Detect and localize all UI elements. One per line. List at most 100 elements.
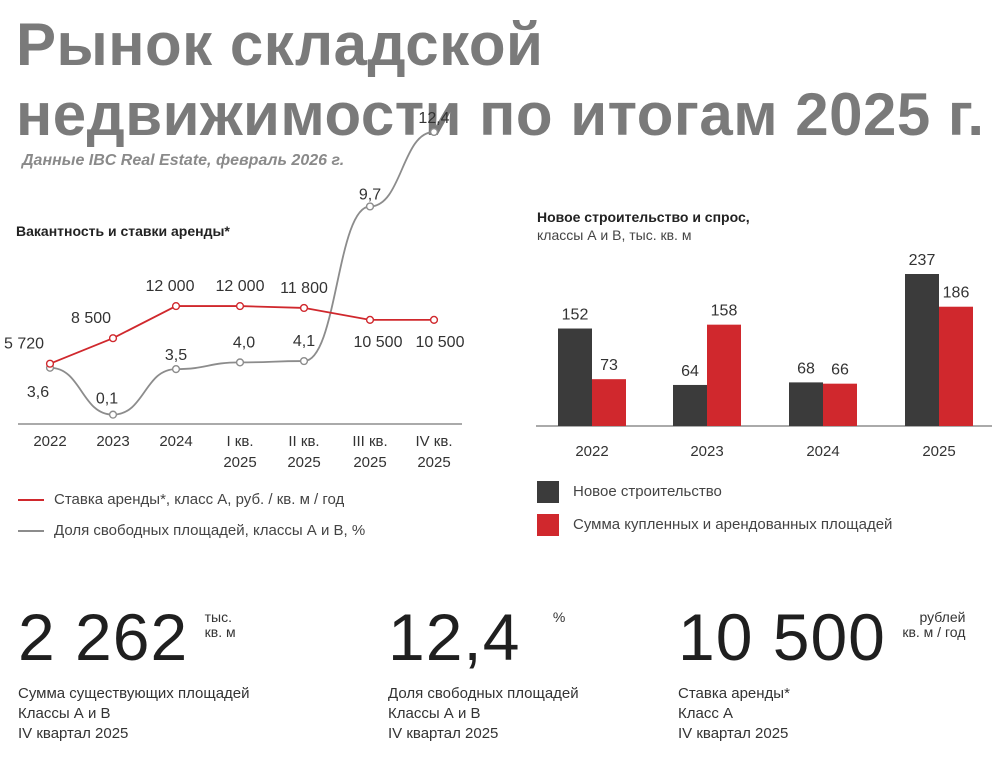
line-chart: 5 720 8 500 12 000 12 000 11 800 10 500 10 500…	[4, 110, 465, 471]
vacancy-point	[235, 358, 245, 367]
bar-chart-subtitle: классы А и В, тыс. кв. м	[537, 227, 692, 243]
kpi-total-area-description: Сумма существующих площадей Классы А и В…	[18, 684, 250, 744]
x-tick-label: 2025	[353, 454, 386, 471]
x-tick-label: 2024	[806, 443, 839, 460]
rent-point	[235, 301, 245, 311]
kpi-desc-line: IV квартал 2025	[678, 725, 789, 742]
legend-swatch-construction	[537, 480, 559, 503]
rent-data-label: 11 800	[280, 280, 328, 297]
bar-chart: 152 73 2022 64 158 2023 68 66 2024 237 186 2025	[536, 252, 992, 460]
kpi-rent-rate-description: Ставка аренды* Класс А IV квартал 2025	[678, 684, 965, 744]
rent-data-label: 10 500	[416, 334, 465, 351]
kpi-unit-line: рублей	[919, 609, 966, 625]
kpi-vacancy-value: 12,4	[388, 600, 521, 674]
x-tick-label: 2024	[159, 433, 192, 450]
page-title: Рынок складской недвижимости по итогам 2…	[16, 10, 985, 150]
rent-data-label: 5 720	[4, 336, 44, 353]
construction-bar	[789, 382, 823, 426]
legend-label-rent: Ставка аренды*, класс А, руб. / кв. м / …	[54, 491, 345, 508]
kpi-total-area-unit: тыс. кв. м	[205, 610, 236, 640]
kpi-unit-line: тыс.	[204, 609, 232, 625]
x-tick-label: I кв.	[226, 433, 253, 450]
demand-bar	[823, 383, 857, 426]
vacancy-point	[108, 410, 118, 419]
kpi-unit-line: кв. м	[204, 624, 236, 640]
demand-value-label: 186	[943, 285, 970, 302]
legend-swatch-demand	[537, 513, 559, 536]
rent-data-label: 12 000	[216, 278, 265, 295]
kpi-vacancy-unit: %	[553, 610, 565, 625]
demand-value-label: 158	[711, 303, 738, 320]
kpi-vacancy-description: Доля свободных площадей Классы А и В IV …	[388, 684, 579, 744]
kpi-desc-line: Класс А	[678, 705, 734, 722]
vacancy-data-label: 9,7	[359, 186, 381, 203]
vacancy-point	[299, 356, 309, 366]
construction-bar	[673, 384, 707, 426]
x-tick-label: 2023	[96, 433, 129, 450]
construction-bar	[905, 274, 939, 426]
kpi-unit-line: %	[552, 609, 566, 625]
x-tick-label: 2025	[417, 454, 450, 471]
bar-chart-legend: Новое строительство Сумма купленных и ар…	[537, 476, 892, 540]
legend-label-vacancy: Доля свободных площадей, классы А и В, %	[54, 522, 366, 539]
kpi-desc-line: Классы А и В	[388, 705, 481, 722]
rent-point	[429, 315, 439, 324]
legend-swatch-rent	[18, 498, 44, 501]
kpi-total-area: 2 262 тыс. кв. м Сумма существующих площ…	[18, 604, 250, 744]
vacancy-point	[429, 127, 439, 137]
demand-bar	[939, 306, 973, 426]
x-tick-label: III кв.	[352, 433, 387, 450]
rent-data-label: 12 000	[146, 278, 195, 295]
construction-value-label: 68	[797, 360, 815, 377]
rent-point	[365, 315, 375, 324]
kpi-unit-line: кв. м / год	[902, 624, 966, 640]
rent-point	[171, 301, 181, 311]
x-tick-label: 2025	[223, 454, 256, 471]
kpi-desc-line: Доля свободных площадей	[388, 685, 579, 702]
vacancy-point	[171, 364, 181, 374]
kpi-desc-line: IV квартал 2025	[18, 725, 129, 742]
demand-bar	[707, 324, 741, 426]
construction-value-label: 64	[681, 363, 699, 380]
rent-point	[45, 359, 55, 368]
rent-point	[108, 334, 118, 343]
line-chart-title: Вакантность и ставки аренды*	[16, 223, 230, 239]
legend-label-construction: Новое строительство	[573, 483, 722, 500]
kpi-vacancy: 12,4 % Доля свободных площадей Классы А …	[388, 604, 579, 744]
x-tick-label: 2025	[287, 454, 320, 471]
vacancy-data-label: 0,1	[96, 391, 118, 408]
page-title-line-2: недвижимости по итогам 2025 г.	[16, 81, 985, 148]
rent-data-label: 8 500	[71, 310, 111, 327]
legend-item-demand: Сумма купленных и арендованных площадей	[537, 509, 892, 540]
legend-item-vacancy: Доля свободных площадей, классы А и В, %	[18, 515, 365, 546]
line-chart-legend: Ставка аренды*, класс А, руб. / кв. м / …	[18, 484, 365, 546]
bar-chart-title: Новое строительство и спрос, классы А и …	[537, 208, 750, 244]
legend-label-demand: Сумма купленных и арендованных площадей	[573, 516, 893, 533]
kpi-rent-rate: 10 500 рублей кв. м / год Ставка аренды*…	[678, 604, 965, 744]
construction-bar	[558, 328, 592, 426]
rent-point	[299, 303, 309, 313]
kpi-desc-line: Ставка аренды*	[678, 685, 790, 702]
kpi-desc-line: IV квартал 2025	[388, 725, 499, 742]
bar-chart-title-line: Новое строительство и спрос,	[537, 209, 750, 225]
vacancy-data-label: 4,1	[293, 333, 315, 350]
construction-value-label: 152	[562, 307, 589, 324]
page-title-line-1: Рынок складской	[16, 11, 544, 78]
vacancy-series-line	[49, 131, 435, 416]
x-tick-label: 2022	[575, 443, 608, 460]
kpi-rent-rate-unit: рублей кв. м / год	[902, 610, 965, 640]
legend-swatch-vacancy	[18, 529, 44, 532]
vacancy-point	[365, 202, 375, 211]
vacancy-data-label: 4,0	[233, 334, 255, 351]
x-tick-label: 2023	[690, 443, 723, 460]
kpi-rent-rate-value: 10 500	[678, 600, 886, 674]
x-tick-label: 2025	[922, 443, 955, 460]
legend-item-construction: Новое строительство	[537, 476, 892, 507]
demand-bar	[592, 379, 626, 426]
vacancy-data-label: 3,5	[165, 347, 187, 364]
vacancy-data-label: 12,4	[418, 110, 449, 127]
vacancy-data-label: 3,6	[27, 384, 49, 401]
kpi-total-area-value: 2 262	[18, 600, 189, 674]
kpi-desc-line: Классы А и В	[18, 705, 111, 722]
x-tick-label: IV кв.	[415, 433, 452, 450]
